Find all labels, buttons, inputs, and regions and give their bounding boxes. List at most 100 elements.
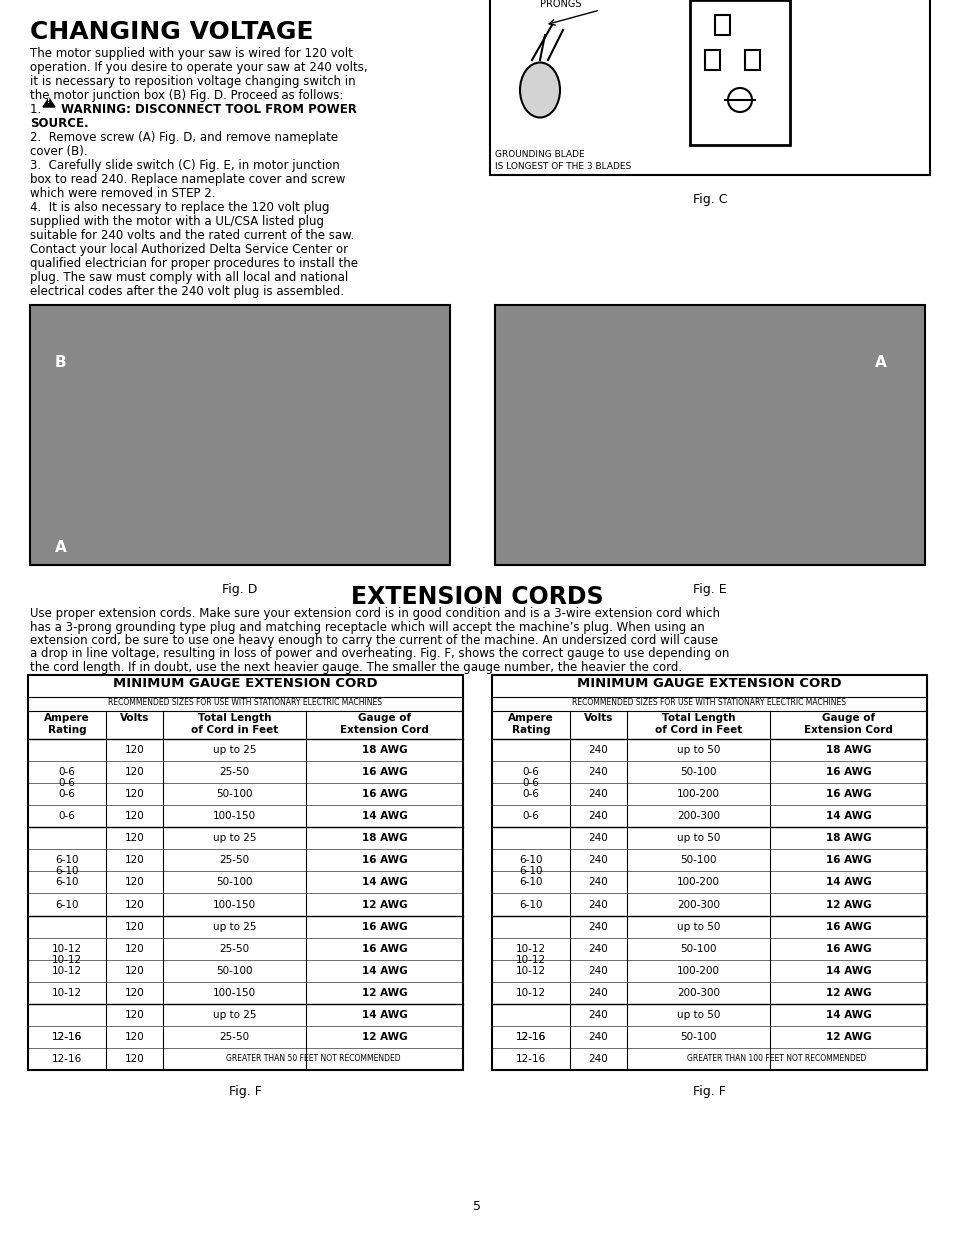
Text: 12 AWG: 12 AWG [361,899,407,909]
Text: 240: 240 [588,767,608,777]
Text: 240: 240 [588,899,608,909]
Text: 0-6: 0-6 [522,767,539,777]
Text: 6-10: 6-10 [55,867,79,877]
Text: GROUNDING BLADE: GROUNDING BLADE [495,149,584,159]
Text: Volts: Volts [120,713,149,722]
Text: 120: 120 [125,966,144,976]
Text: MINIMUM GAUGE EXTENSION CORD: MINIMUM GAUGE EXTENSION CORD [113,677,377,690]
Text: B: B [55,354,67,370]
Text: which were removed in STEP 2.: which were removed in STEP 2. [30,186,215,200]
Text: 14 AWG: 14 AWG [825,877,871,888]
Text: 0-6: 0-6 [59,789,75,799]
Text: 200-300: 200-300 [677,811,720,821]
Text: 12 AWG: 12 AWG [361,1032,407,1042]
Text: 120: 120 [125,834,144,844]
Text: Use proper extension cords. Make sure your extension cord is in good condition a: Use proper extension cords. Make sure yo… [30,606,720,620]
Text: Total Length
of Cord in Feet: Total Length of Cord in Feet [655,713,741,735]
Text: 10-12: 10-12 [52,944,82,953]
Text: 200-300: 200-300 [677,899,720,909]
Text: 12 AWG: 12 AWG [361,988,407,998]
Text: 12-16: 12-16 [52,1032,82,1042]
Text: 0-6: 0-6 [522,789,539,799]
Text: 50-100: 50-100 [679,856,716,866]
Text: up to 25: up to 25 [213,1010,256,1020]
Text: 3.  Carefully slide switch (C) Fig. E, in motor junction: 3. Carefully slide switch (C) Fig. E, in… [30,159,339,172]
Text: WARNING: DISCONNECT TOOL FROM POWER: WARNING: DISCONNECT TOOL FROM POWER [57,103,356,116]
Bar [704,49,720,70]
Text: 0-6: 0-6 [522,811,539,821]
Text: 120: 120 [125,745,144,755]
Text: 120: 120 [125,856,144,866]
Text: A: A [55,540,67,555]
Text: up to 25: up to 25 [213,921,256,931]
Text: PRONGS: PRONGS [539,0,581,9]
Text: GREATER THAN 50 FEET NOT RECOMMENDED: GREATER THAN 50 FEET NOT RECOMMENDED [225,1055,400,1063]
Text: 50-100: 50-100 [679,1032,716,1042]
Text: up to 50: up to 50 [677,1010,720,1020]
Text: 120: 120 [125,1032,144,1042]
Text: 10-12: 10-12 [52,955,82,965]
Text: 240: 240 [588,877,608,888]
Polygon shape [43,98,55,107]
Text: 14 AWG: 14 AWG [361,1010,407,1020]
Text: 240: 240 [588,745,608,755]
Text: 240: 240 [588,944,608,953]
Text: 6-10: 6-10 [518,856,542,866]
Text: 120: 120 [125,767,144,777]
Text: 120: 120 [125,1010,144,1020]
Text: Ampere
Rating: Ampere Rating [508,713,554,735]
Text: 10-12: 10-12 [516,955,546,965]
Text: plug. The saw must comply with all local and national: plug. The saw must comply with all local… [30,270,348,284]
Text: 12 AWG: 12 AWG [825,1032,871,1042]
Text: 50-100: 50-100 [679,944,716,953]
Text: 120: 120 [125,1053,144,1065]
Text: electrical codes after the 240 volt plug is assembled.: electrical codes after the 240 volt plug… [30,285,344,298]
Text: A: A [874,354,886,370]
Text: 10-12: 10-12 [516,988,546,998]
Text: 14 AWG: 14 AWG [361,877,407,888]
Text: 16 AWG: 16 AWG [361,789,407,799]
Text: 0-6: 0-6 [59,778,75,788]
Text: Contact your local Authorized Delta Service Center or: Contact your local Authorized Delta Serv… [30,243,348,256]
Text: 18 AWG: 18 AWG [825,834,871,844]
Text: 18 AWG: 18 AWG [361,745,407,755]
Text: 100-200: 100-200 [677,877,720,888]
Bar [490,0,929,175]
Text: Volts: Volts [583,713,613,722]
Text: The motor supplied with your saw is wired for 120 volt: The motor supplied with your saw is wire… [30,47,353,61]
Text: up to 25: up to 25 [213,834,256,844]
Text: 120: 120 [125,811,144,821]
Bar [30,305,450,564]
Text: 25-50: 25-50 [219,767,250,777]
Text: has a 3-prong grounding type plug and matching receptacle which will accept the : has a 3-prong grounding type plug and ma… [30,620,704,634]
Text: 240: 240 [588,789,608,799]
Text: 25-50: 25-50 [219,944,250,953]
Text: 16 AWG: 16 AWG [361,856,407,866]
Text: Fig. E: Fig. E [693,583,726,597]
Text: the cord length. If in doubt, use the next heavier gauge. The smaller the gauge : the cord length. If in doubt, use the ne… [30,661,681,674]
Text: 14 AWG: 14 AWG [825,811,871,821]
Text: Fig. C: Fig. C [692,193,726,206]
Text: 12-16: 12-16 [516,1053,546,1065]
Text: 120: 120 [125,877,144,888]
Text: 6-10: 6-10 [55,877,79,888]
Text: 240: 240 [588,966,608,976]
Text: 12-16: 12-16 [516,1032,546,1042]
Text: 12-16: 12-16 [516,1032,546,1042]
Text: 14 AWG: 14 AWG [825,1010,871,1020]
Text: 10-12: 10-12 [516,944,546,953]
Bar [492,676,926,1070]
Text: 18 AWG: 18 AWG [825,745,871,755]
Text: !: ! [48,98,51,104]
Text: 120: 120 [125,921,144,931]
Text: 16 AWG: 16 AWG [825,921,871,931]
Text: 120: 120 [125,789,144,799]
Text: up to 50: up to 50 [677,745,720,755]
Text: 100-150: 100-150 [213,899,256,909]
Text: 12 AWG: 12 AWG [825,899,871,909]
Text: 16 AWG: 16 AWG [361,767,407,777]
Text: qualified electrician for proper procedures to install the: qualified electrician for proper procedu… [30,257,357,270]
Text: 200-300: 200-300 [677,988,720,998]
Text: 240: 240 [588,1053,608,1065]
Text: GREATER THAN 100 FEET NOT RECOMMENDED: GREATER THAN 100 FEET NOT RECOMMENDED [686,1055,865,1063]
